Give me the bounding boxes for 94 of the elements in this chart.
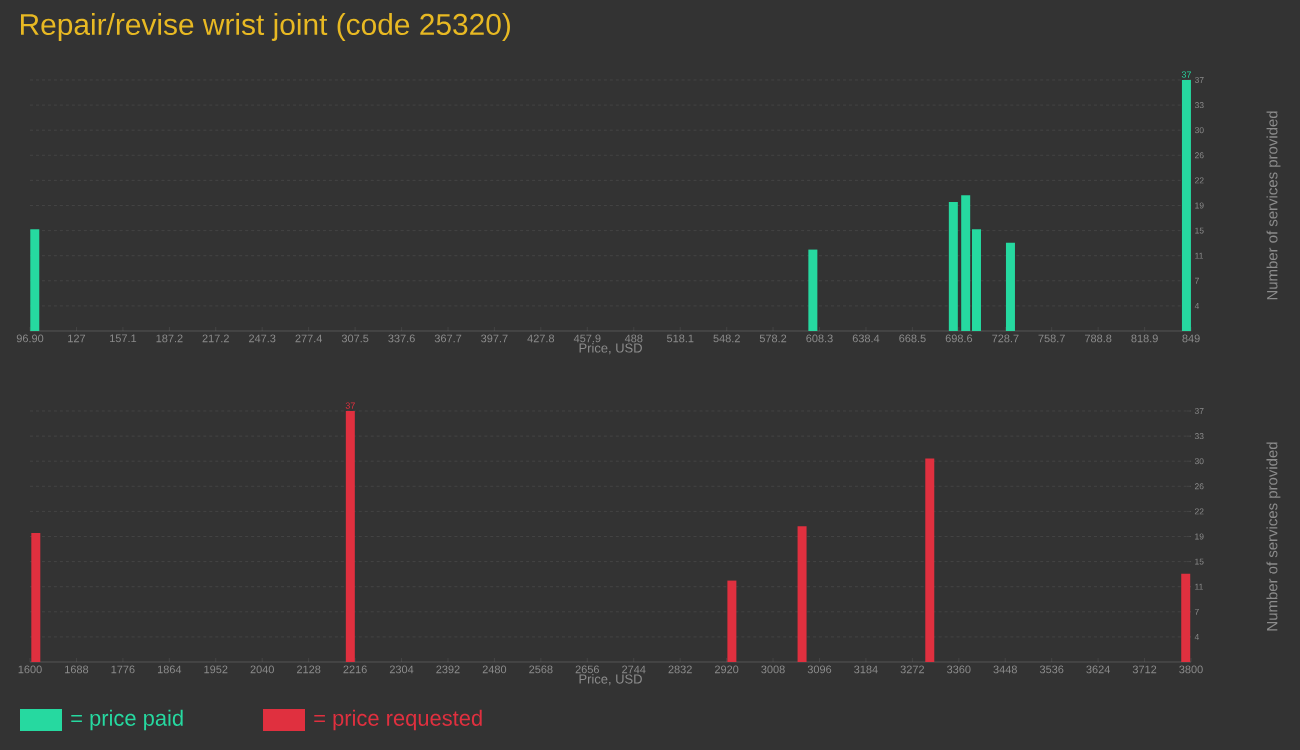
y-axis-title: Number of services provided xyxy=(1266,442,1281,631)
bar xyxy=(30,229,40,331)
data-label: 37 xyxy=(345,402,355,409)
x-tick-label: 397.7 xyxy=(481,334,508,343)
bar xyxy=(1005,242,1015,331)
x-tick-label: 337.6 xyxy=(388,334,415,343)
x-tick-label: 1776 xyxy=(111,665,135,674)
x-tick-label: 2568 xyxy=(529,665,553,674)
y-tick-label: 7 xyxy=(1194,608,1199,615)
x-tick-label: 1688 xyxy=(65,665,89,674)
y-tick-label: 33 xyxy=(1194,102,1204,109)
bar xyxy=(948,202,958,331)
x-tick-label: 187.2 xyxy=(156,334,183,343)
x-tick-label: 127 xyxy=(68,334,86,343)
y-tick-label: 26 xyxy=(1194,483,1204,490)
bar xyxy=(971,229,981,331)
x-tick-label: 578.2 xyxy=(759,334,787,343)
y-tick-label: 11 xyxy=(1195,583,1203,590)
x-tick-label: 518.1 xyxy=(666,334,694,343)
legend-label: = price paid xyxy=(71,709,183,731)
chart-title: Repair/revise wrist joint (code 25320) xyxy=(21,13,510,41)
y-tick-label: 22 xyxy=(1195,177,1204,184)
x-tick-label: 2392 xyxy=(436,665,460,674)
y-tick-label: 7 xyxy=(1195,277,1199,284)
x-tick-label: 2744 xyxy=(622,665,646,674)
x-tick-label: 1952 xyxy=(204,665,228,674)
x-tick-label: 367.7 xyxy=(434,334,462,343)
x-tick-label: 3096 xyxy=(807,665,832,674)
x-tick-label: 608.3 xyxy=(806,334,833,343)
y-tick-label: 4 xyxy=(1194,633,1199,640)
bar xyxy=(808,249,818,331)
bar xyxy=(925,458,935,662)
y-tick-label: 22 xyxy=(1194,508,1204,515)
x-tick-label: 2920 xyxy=(714,665,739,674)
x-tick-label: 2832 xyxy=(668,665,692,674)
y-tick-label: 19 xyxy=(1195,533,1204,540)
x-tick-label: 3624 xyxy=(1086,665,1110,674)
x-tick-label: 427.8 xyxy=(527,334,555,343)
y-tick-label: 4 xyxy=(1194,302,1200,309)
y-tick-label: 11 xyxy=(1195,252,1203,259)
x-tick-label: 1864 xyxy=(157,665,182,674)
x-tick-label: 818.9 xyxy=(1131,334,1158,343)
bar xyxy=(1181,573,1191,662)
bar xyxy=(961,195,971,331)
x-tick-label: 548.2 xyxy=(713,334,740,343)
y-tick-label: 19 xyxy=(1195,202,1204,209)
x-tick-label: 307.5 xyxy=(341,334,369,343)
y-tick-label: 30 xyxy=(1194,458,1204,465)
x-tick-label: 758.7 xyxy=(1038,334,1065,343)
y-axis-title: Number of services provided xyxy=(1266,111,1281,300)
x-axis-title: Price, USD xyxy=(579,674,642,686)
y-tick-label: 33 xyxy=(1194,433,1204,440)
y-tick-label: 30 xyxy=(1194,127,1204,134)
x-axis-title: Price, USD xyxy=(579,343,642,355)
x-tick-label: 157.1 xyxy=(110,334,137,343)
x-tick-label: 1600 xyxy=(18,665,42,674)
y-tick-label: 26 xyxy=(1195,152,1204,159)
y-tick-label: 37 xyxy=(1194,408,1204,414)
x-tick-label: 3800 xyxy=(1179,665,1203,674)
x-tick-label: 788.8 xyxy=(1085,334,1112,343)
y-tick-label: 37 xyxy=(1194,77,1204,83)
x-tick-label: 277.4 xyxy=(295,334,323,343)
x-tick-label: 638.4 xyxy=(852,334,880,343)
x-tick-label: 3360 xyxy=(947,665,971,674)
x-tick-label: 3008 xyxy=(761,665,785,674)
x-tick-label: 488 xyxy=(624,334,643,343)
x-tick-label: 3536 xyxy=(1039,665,1064,674)
y-tick-label: 15 xyxy=(1195,558,1204,565)
x-tick-label: 2656 xyxy=(575,665,599,674)
bar xyxy=(1181,79,1191,331)
bar xyxy=(31,533,41,662)
bar xyxy=(797,526,807,662)
x-tick-label: 2480 xyxy=(482,665,507,674)
x-tick-label: 2304 xyxy=(389,665,414,674)
x-tick-label: 96.90 xyxy=(16,334,44,343)
bar xyxy=(727,580,737,662)
x-tick-label: 2040 xyxy=(250,665,274,674)
x-tick-label: 3272 xyxy=(900,665,924,674)
y-tick-label: 15 xyxy=(1195,227,1204,234)
x-tick-label: 217.2 xyxy=(202,334,229,343)
x-tick-label: 457.9 xyxy=(573,334,601,343)
x-tick-label: 668.5 xyxy=(899,334,926,343)
x-tick-label: 698.6 xyxy=(945,334,973,343)
x-tick-label: 2216 xyxy=(343,665,367,674)
bar xyxy=(345,411,355,662)
data-label: 37 xyxy=(1181,71,1191,78)
x-tick-label: 728.7 xyxy=(992,334,1019,343)
legend-label: = price requested xyxy=(314,709,482,731)
x-tick-label: 247.3 xyxy=(249,334,276,343)
x-tick-label: 849 xyxy=(1182,334,1200,343)
x-tick-label: 2128 xyxy=(297,665,321,674)
x-tick-label: 3448 xyxy=(993,665,1017,674)
x-tick-label: 3184 xyxy=(854,665,878,674)
x-tick-label: 3712 xyxy=(1132,665,1157,674)
